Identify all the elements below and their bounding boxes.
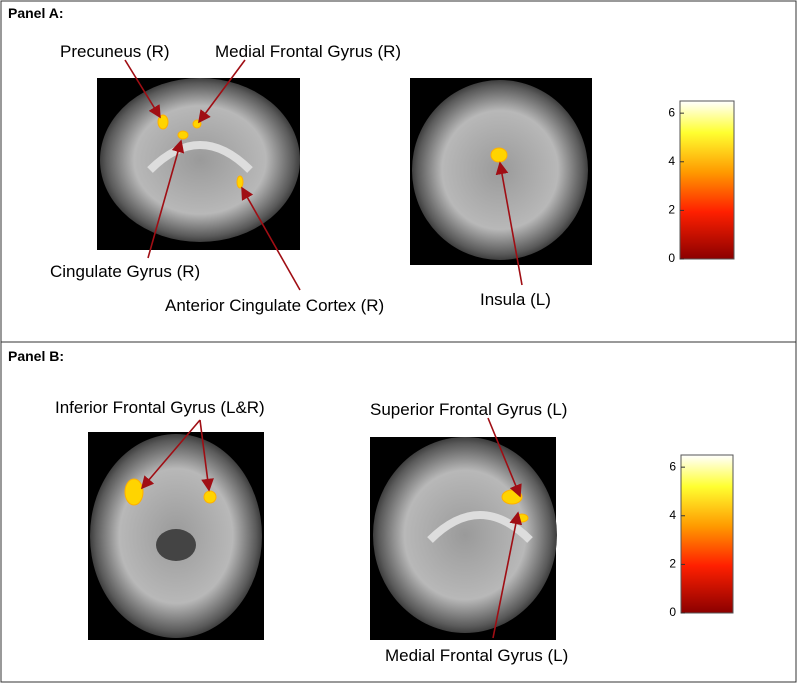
colorbar-tick-label: 6 xyxy=(669,459,676,473)
colorbar xyxy=(679,100,735,260)
brain-image xyxy=(97,78,300,250)
panel-title: Panel A: xyxy=(8,5,64,21)
region-label: Cingulate Gyrus (R) xyxy=(50,262,200,281)
colorbar-tick-label: 0 xyxy=(668,251,675,265)
region-label: Anterior Cingulate Cortex (R) xyxy=(165,296,384,315)
region-label: Precuneus (R) xyxy=(60,42,170,61)
colorbar-tick-label: 2 xyxy=(669,557,676,571)
region-label: Superior Frontal Gyrus (L) xyxy=(370,400,567,419)
colorbar-tick-label: 4 xyxy=(668,154,675,168)
colorbar-tick-label: 2 xyxy=(668,203,675,217)
panel-title: Panel B: xyxy=(8,348,64,364)
region-label: Medial Frontal Gyrus (R) xyxy=(215,42,401,61)
panel-frame xyxy=(0,341,797,683)
brain-image xyxy=(370,437,557,640)
colorbar-tick-label: 0 xyxy=(669,605,676,619)
arrows xyxy=(124,59,523,639)
region-label: Insula (L) xyxy=(480,290,551,309)
region-label: Medial Frontal Gyrus (L) xyxy=(385,646,568,665)
colorbar xyxy=(680,454,734,614)
region-label: Inferior Frontal Gyrus (L&R) xyxy=(55,398,265,417)
colorbar-tick-label: 6 xyxy=(668,105,675,119)
brain-image xyxy=(88,432,264,640)
colorbar-tick-label: 4 xyxy=(669,508,676,522)
